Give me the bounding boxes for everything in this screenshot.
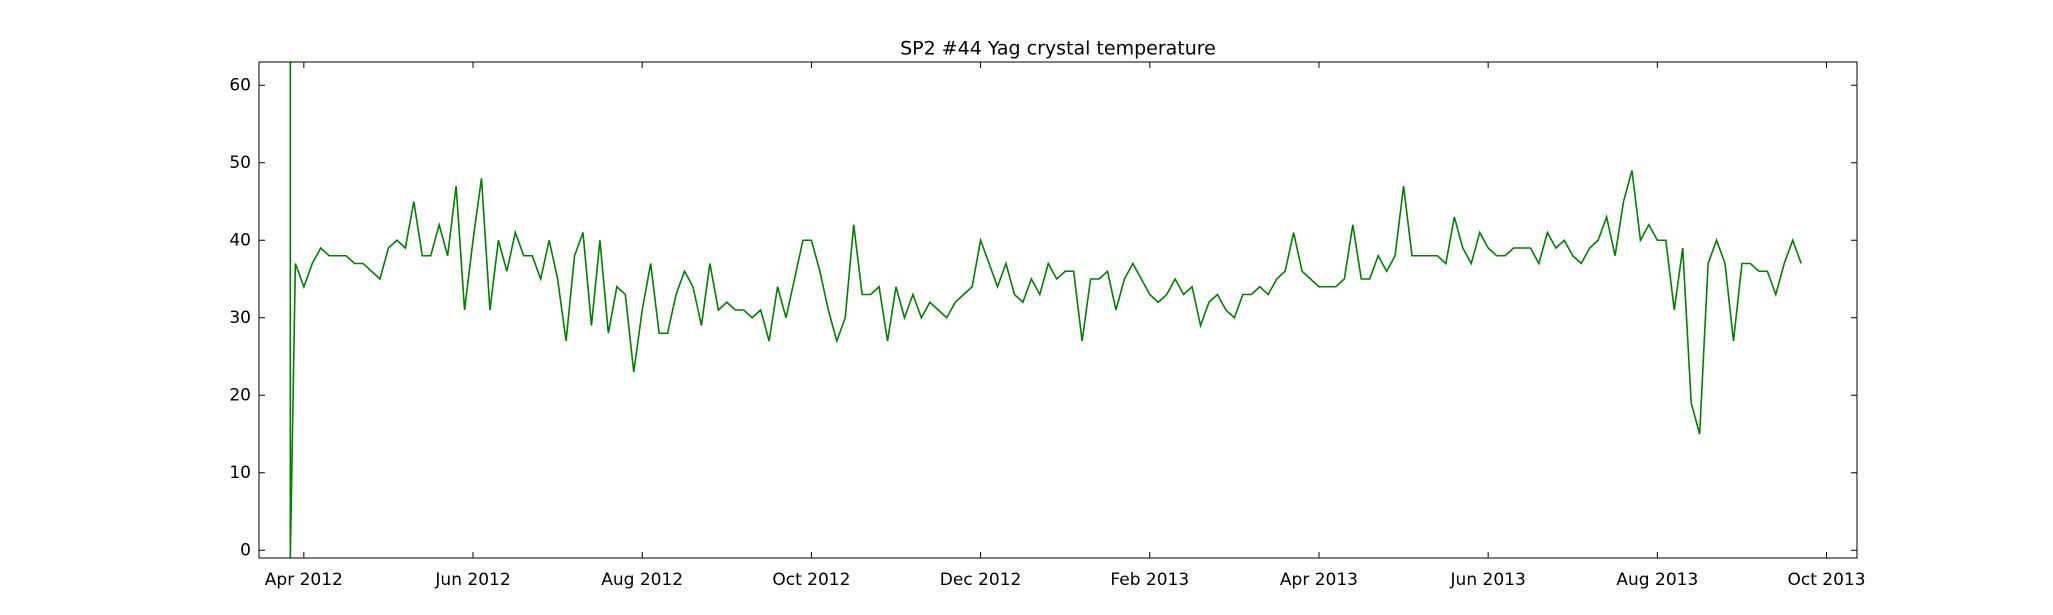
x-tick-label: Oct 2012 <box>772 570 850 590</box>
x-tick-label: Jun 2012 <box>434 570 510 590</box>
chart-title: SP2 #44 Yag crystal temperature <box>900 38 1216 60</box>
x-tick-label: Apr 2013 <box>1280 570 1358 590</box>
x-tick-label: Feb 2013 <box>1110 570 1189 590</box>
y-tick-label: 40 <box>229 230 251 250</box>
y-tick-label: 60 <box>229 75 251 95</box>
x-tick-label: Aug 2013 <box>1616 570 1698 590</box>
x-tick-label: Jun 2013 <box>1450 570 1526 590</box>
y-tick-label: 20 <box>229 385 251 405</box>
plot-frame <box>258 61 1858 559</box>
y-tick-label: 10 <box>229 463 251 483</box>
x-tick-label: Aug 2012 <box>601 570 683 590</box>
y-tick-label: 0 <box>240 540 251 560</box>
y-tick-label: 50 <box>229 153 251 173</box>
data-line <box>289 62 1802 558</box>
x-tick-label: Dec 2012 <box>940 570 1022 590</box>
x-tick-label: Oct 2013 <box>1788 570 1866 590</box>
x-tick-label: Apr 2012 <box>265 570 343 590</box>
y-tick-label: 30 <box>229 308 251 328</box>
